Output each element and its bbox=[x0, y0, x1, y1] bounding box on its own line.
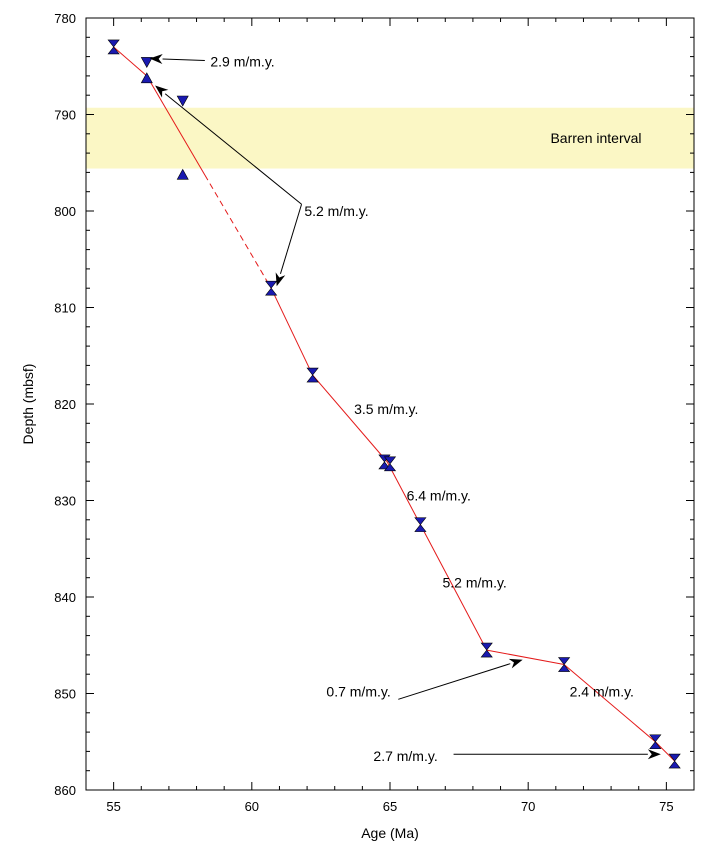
rate-annotation: 0.7 m/m.y. bbox=[326, 684, 390, 700]
trend-line-segment bbox=[654, 741, 676, 762]
rate-annotation: 5.2 m/m.y. bbox=[304, 203, 368, 219]
annotation-arrow-head bbox=[155, 85, 169, 98]
y-axis-title: Depth (mbsf) bbox=[20, 364, 36, 445]
x-tick-label: 70 bbox=[521, 799, 535, 814]
data-marker-hourglass bbox=[306, 367, 319, 383]
rate-annotation: 2.4 m/m.y. bbox=[570, 684, 634, 700]
trend-line-segment bbox=[270, 287, 314, 376]
data-marker-triangle-down bbox=[176, 95, 189, 107]
y-tick-label: 850 bbox=[54, 687, 76, 702]
trend-line-segment bbox=[312, 374, 388, 463]
data-marker-triangle-up bbox=[176, 168, 189, 180]
data-marker-hourglass bbox=[107, 39, 120, 55]
rate-annotation: 2.9 m/m.y. bbox=[210, 53, 274, 69]
ticks-layer: 55 60 65 70 75 780 790 800 810 820 830 840 850 860 bbox=[54, 11, 695, 814]
line-layer bbox=[113, 46, 676, 762]
x-tick-label: 75 bbox=[659, 799, 673, 814]
x-tick-label: 65 bbox=[383, 799, 397, 814]
data-marker-triangle-up bbox=[140, 72, 153, 84]
band-layer: Barren interval bbox=[86, 107, 694, 169]
annotation-arrow-head bbox=[647, 749, 661, 760]
x-tick-label: 60 bbox=[245, 799, 259, 814]
data-marker-hourglass bbox=[383, 456, 397, 472]
annotation-arrow-shaft bbox=[279, 204, 303, 274]
rate-annotation: 6.4 m/m.y. bbox=[407, 488, 471, 504]
annotation-arrow-shaft bbox=[398, 663, 511, 700]
data-marker-triangle-down bbox=[140, 57, 153, 69]
data-marker-hourglass bbox=[668, 753, 681, 769]
x-tick-label: 55 bbox=[106, 799, 120, 814]
data-marker-hourglass bbox=[265, 280, 278, 296]
annotation-arrow-shaft bbox=[162, 58, 205, 61]
y-tick-label: 810 bbox=[54, 301, 76, 316]
trend-line-segment bbox=[146, 75, 206, 176]
annotation-arrow-head bbox=[149, 53, 163, 64]
trend-line-segment bbox=[386, 461, 421, 525]
y-tick-label: 800 bbox=[54, 204, 76, 219]
arrow-layer bbox=[149, 53, 661, 760]
y-tick-label: 860 bbox=[54, 783, 76, 798]
y-tick-label: 820 bbox=[54, 397, 76, 412]
rate-annotation: 2.7 m/m.y. bbox=[373, 748, 437, 764]
trend-line-segment bbox=[113, 46, 148, 77]
rate-annotation: 3.5 m/m.y. bbox=[354, 401, 418, 417]
rate-annotation: 5.2 m/m.y. bbox=[443, 575, 507, 591]
data-marker-hourglass bbox=[480, 642, 493, 658]
y-tick-label: 830 bbox=[54, 494, 76, 509]
trend-line-segment bbox=[486, 649, 565, 666]
y-tick-label: 780 bbox=[54, 11, 76, 26]
y-tick-label: 840 bbox=[54, 590, 76, 605]
marker-layer bbox=[107, 39, 681, 769]
x-axis-title: Age (Ma) bbox=[361, 825, 419, 841]
trend-line-segment bbox=[563, 664, 656, 743]
trend-line-segment bbox=[419, 524, 488, 651]
data-marker-hourglass bbox=[557, 657, 571, 672]
barren-interval-label: Barren interval bbox=[550, 130, 641, 146]
data-marker-hourglass bbox=[414, 517, 427, 532]
barren-interval-band bbox=[86, 107, 694, 169]
annotation-arrow-head bbox=[275, 272, 286, 287]
annot-layer: 2.9 m/m.y. 5.2 m/m.y. 3.5 m/m.y. 6.4 m/m.y.… bbox=[210, 53, 634, 764]
annotation-arrow-head bbox=[508, 658, 523, 669]
trend-line-dashed-segment bbox=[204, 174, 272, 289]
data-marker-hourglass bbox=[649, 734, 662, 750]
y-tick-label: 790 bbox=[54, 108, 76, 123]
annotation-arrow-shaft bbox=[164, 93, 302, 205]
